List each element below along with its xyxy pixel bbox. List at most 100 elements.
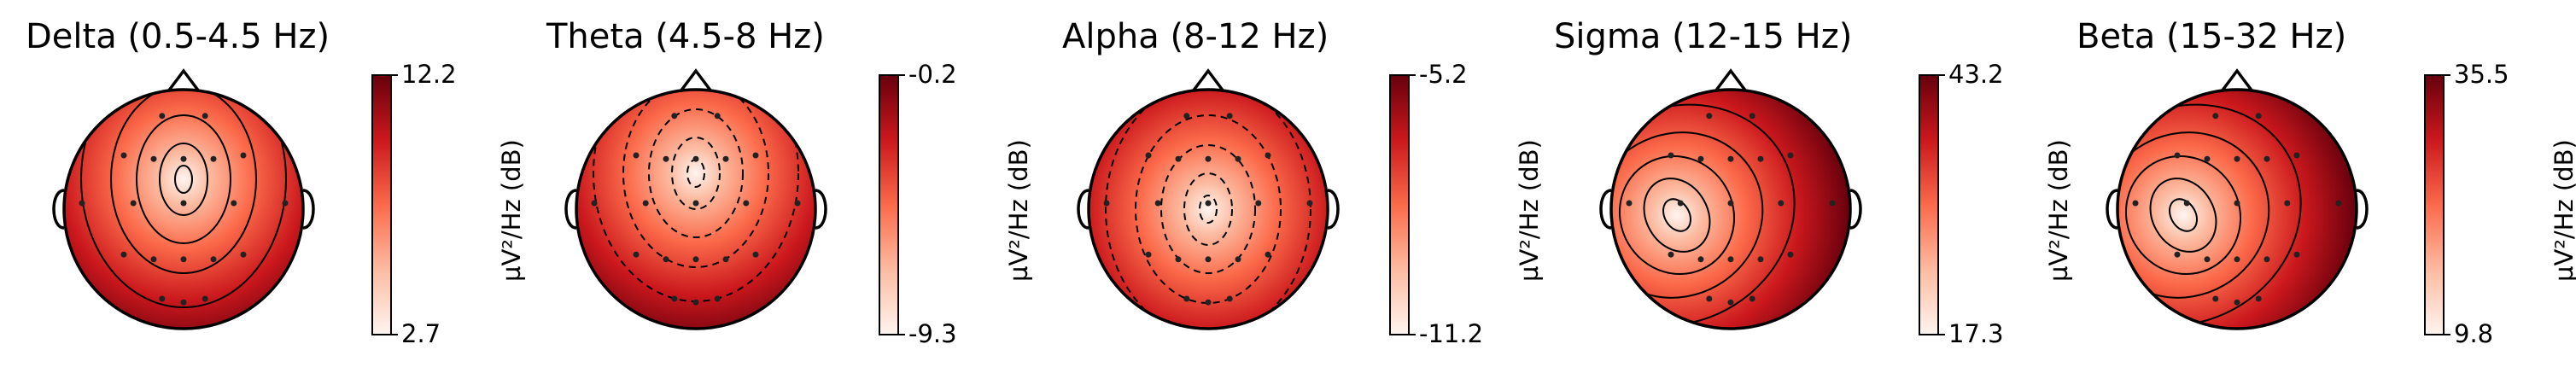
electrode-dot [671, 295, 678, 302]
electrode-dot [2293, 152, 2300, 159]
electrode-dot [1787, 251, 1794, 258]
electrode-dot [1757, 155, 1764, 162]
scalp-field-alpha [1089, 90, 1328, 329]
electrode-dot [159, 295, 166, 302]
panel-title-beta: Beta (15-32 Hz) [2077, 17, 2347, 56]
head-outline [575, 88, 817, 330]
contour-line [1199, 195, 1218, 224]
scalp-field-theta [576, 90, 815, 329]
left-ear-marker [564, 189, 577, 230]
contour-line [1643, 178, 1711, 253]
head-outline [1609, 88, 1852, 330]
colorbar-min-delta: 2.7 [401, 319, 441, 348]
electrode-dot [231, 200, 237, 207]
electrode-dot [210, 256, 217, 263]
electrode-dot [2183, 200, 2190, 207]
electrode-dot [1103, 200, 1110, 207]
electrode-dot [2204, 155, 2211, 162]
colorbar-min-alpha: -11.2 [1419, 319, 1484, 348]
contour-line [110, 90, 257, 274]
electrode-dot [2255, 295, 2262, 302]
electrode-dot [2234, 256, 2240, 263]
electrode-dot [1727, 200, 1734, 207]
electrode-dot [2284, 200, 2291, 207]
panel-title-theta: Theta (4.5-8 Hz) [546, 17, 825, 56]
contour-line [1135, 114, 1282, 304]
colorbar-label-sigma: µV²/Hz (dB) [2044, 139, 2073, 282]
colorbar-alpha [1389, 74, 1410, 335]
left-ear-marker [1077, 189, 1089, 230]
electrode-dot [752, 251, 759, 258]
electrode-dot [2132, 200, 2139, 207]
colorbar-max-beta: 35.5 [2454, 60, 2509, 89]
electrode-dot [210, 155, 217, 162]
topomap-beta [2106, 68, 2369, 330]
electrode-dot [663, 256, 669, 263]
electrode-dot [1235, 256, 1241, 263]
electrode-dot [120, 251, 127, 258]
electrode-dot [794, 200, 801, 207]
contour-line [1183, 172, 1233, 246]
electrode-dot [202, 113, 208, 120]
right-ear-marker [2356, 189, 2369, 230]
electrode-dot [1668, 251, 1674, 258]
electrode-dot [1749, 113, 1755, 120]
electrode-dot [1306, 200, 1313, 207]
scalp-field-beta [2117, 90, 2357, 329]
colorbar-max-alpha: -5.2 [1419, 60, 1468, 89]
contour-line [1611, 131, 1764, 299]
nose-marker [166, 68, 201, 93]
colorbar-max-delta: 12.2 [401, 60, 457, 89]
electrode-dot [642, 200, 649, 207]
contour-line [622, 90, 769, 268]
electrode-dot [714, 295, 721, 302]
right-ear-marker [1849, 189, 1862, 230]
colorbar-sigma [1919, 74, 1939, 335]
colorbar-max-theta: -0.2 [908, 60, 957, 89]
electrode-dot [2234, 155, 2240, 162]
electrode-dot [1787, 152, 1794, 159]
electrode-dot [633, 152, 640, 159]
electrode-dot [1175, 155, 1182, 162]
colorbar-min-beta: 9.8 [2454, 319, 2494, 348]
electrode-dot [1145, 152, 1152, 159]
electrode-dot [2212, 113, 2219, 120]
electrode-dot [671, 113, 678, 120]
contour-line [2124, 155, 2242, 276]
electrode-dot [1697, 155, 1704, 162]
electrode-dot [752, 152, 759, 159]
electrode-dot [743, 200, 750, 207]
electrode-dot [714, 113, 721, 120]
left-ear-marker [1599, 189, 1612, 230]
electrode-dot [1677, 200, 1684, 207]
electrode-dot [240, 152, 247, 159]
contours-alpha [1105, 90, 1311, 329]
electrode-dot [282, 200, 289, 207]
contour-line [1105, 90, 1311, 329]
electrode-dot [2204, 256, 2211, 263]
electrode-dot [159, 113, 166, 120]
contour-line [159, 143, 208, 216]
colorbar-max-sigma: 43.2 [1948, 60, 2004, 89]
electrode-dot [1205, 256, 1212, 263]
contour-line [136, 114, 231, 244]
electrode-dot [1175, 256, 1182, 263]
electrode-dot [663, 155, 669, 162]
electrode-dot [130, 200, 137, 207]
electrode-dot [1668, 152, 1674, 159]
electrode-dot [1265, 152, 1271, 159]
electrode-dot [2174, 251, 2181, 258]
electrode-dot [2263, 256, 2270, 263]
colorbar-label-theta: µV²/Hz (dB) [1004, 139, 1033, 282]
electrode-dot [1145, 251, 1152, 258]
contour-line [174, 165, 193, 194]
electrode-dot [1706, 295, 1713, 302]
nose-marker [1191, 68, 1225, 93]
electrode-dot [1255, 200, 1262, 207]
nose-marker [1714, 68, 1748, 93]
head-outline [62, 88, 305, 330]
electrode-dot [692, 200, 699, 207]
head-outline [2116, 88, 2358, 330]
